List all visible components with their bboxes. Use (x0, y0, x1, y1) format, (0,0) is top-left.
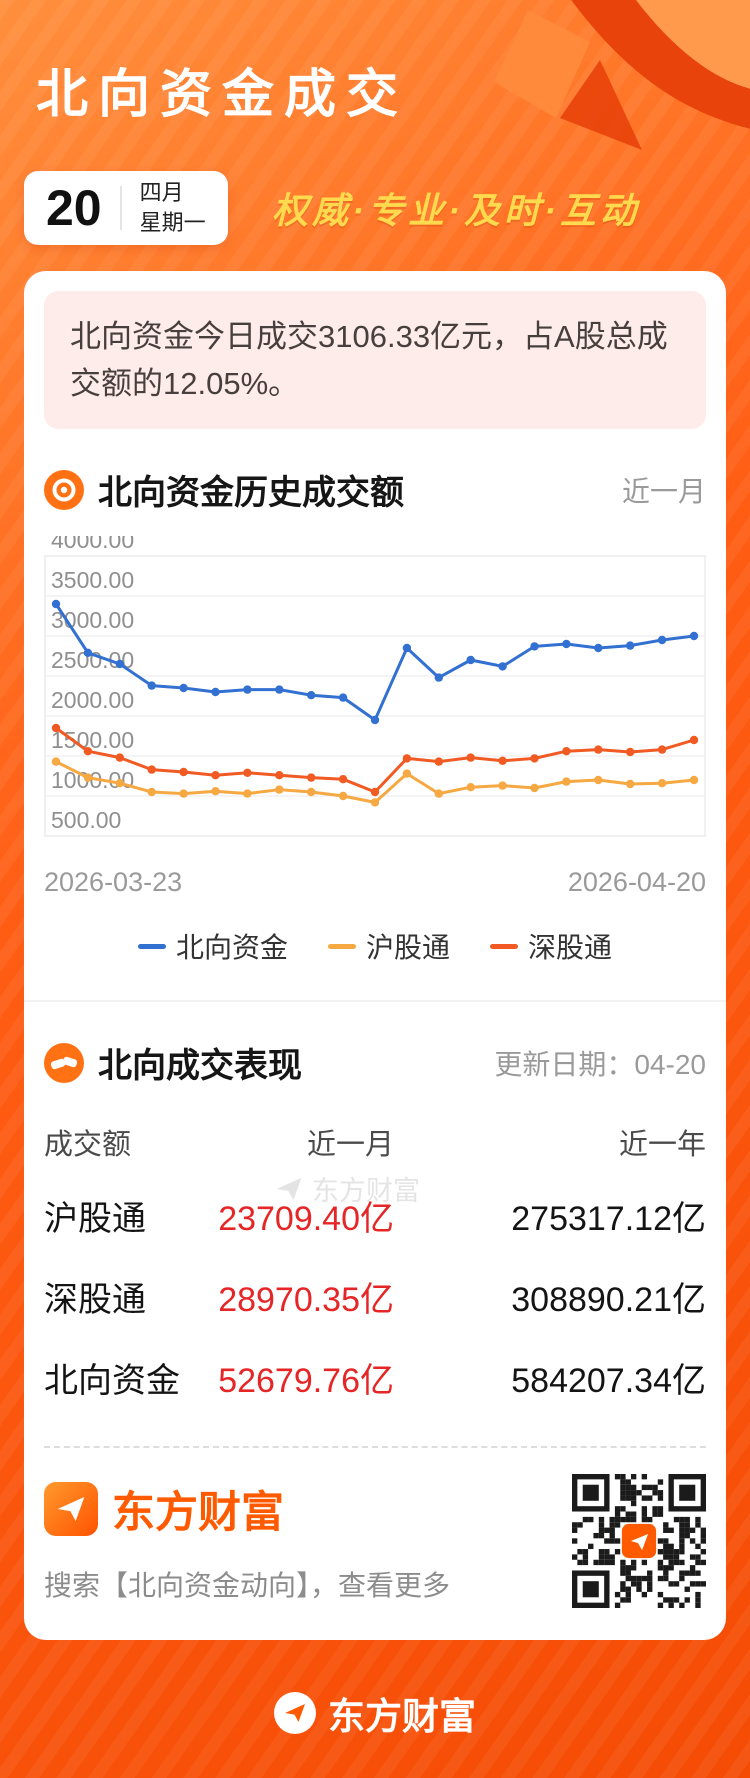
date-card: 20 四月 星期一 (24, 171, 228, 245)
bottom-brand: 东方财富 (0, 1686, 750, 1740)
search-hint: 搜索【北向资金动向】，查看更多 (44, 1570, 451, 1601)
eastmoney-logo-icon (44, 1482, 98, 1536)
legend-item: 北向资金 (137, 926, 288, 966)
row-year-value: 275317.12亿 (511, 1200, 706, 1238)
chart-section-title: 北向资金历史成交额 (98, 474, 404, 512)
row-name: 深股通 (44, 1281, 146, 1319)
legend-dash (327, 943, 356, 949)
section-divider (24, 1000, 726, 1002)
row-month-value: 52679.76亿 (218, 1362, 394, 1400)
y-tick-label: 3000.00 (51, 607, 134, 633)
y-tick-label: 3500.00 (51, 567, 134, 593)
y-tick-label: 4000.00 (51, 536, 134, 553)
legend-label: 沪股通 (365, 932, 450, 963)
x-start-label: 2026-03-23 (44, 867, 183, 897)
legend-dash (137, 943, 166, 949)
legend-label: 深股通 (528, 932, 613, 963)
x-end-label: 2026-04-20 (567, 867, 706, 897)
qr-code (572, 1474, 706, 1608)
page-title: 北向资金成交 (36, 66, 409, 124)
legend-item: 深股通 (490, 926, 612, 966)
row-month-value: 23709.40亿 (218, 1200, 394, 1238)
brand-slogan: 权威·专业·及时·互动 (272, 190, 640, 231)
x-axis-labels: 2026-03-23 2026-04-20 (44, 867, 706, 898)
card-footer: 东方财富 搜索【北向资金动向】，查看更多 (44, 1474, 706, 1608)
line-chart: 4000.00 3500.00 3000.00 2500.00 2000.00 1500.… (44, 527, 706, 859)
date-row: 20 四月 星期一 权威·专业·及时·互动 (24, 171, 726, 245)
table-header-row: 成交额 近一月 近一年 (44, 1093, 706, 1175)
notice-text: 北向资金今日成交3106.33亿元，占A股总成交额的12.05%。 (70, 319, 668, 401)
row-month-value: 28970.35亿 (218, 1281, 394, 1319)
y-tick-label: 2000.00 (51, 687, 134, 713)
eastmoney-bottom-logo-icon (274, 1692, 316, 1734)
row-year-value: 308890.21亿 (511, 1281, 706, 1319)
chart-svg: 4000.00 3500.00 3000.00 2500.00 2000.00 1500.… (44, 527, 706, 837)
row-name: 北向资金 (44, 1362, 180, 1400)
chart-legend: 北向资金 沪股通 深股通 (44, 926, 706, 966)
chart-section-header: 北向资金历史成交额 近一月 (44, 465, 706, 514)
performance-table: 成交额 近一月 近一年 沪股通 23709.40亿 275317.12亿 深股通… (44, 1093, 706, 1418)
table-row: 沪股通 23709.40亿 275317.12亿 (44, 1175, 706, 1256)
bottom-brand-text: 东方财富 (328, 1696, 476, 1737)
date-month-week: 四月 星期一 (139, 180, 206, 235)
row-year-value: 584207.34亿 (511, 1362, 706, 1400)
y-tick-label: 1500.00 (51, 727, 134, 753)
date-month: 四月 (139, 180, 184, 206)
table-section-title: 北向成交表现 (98, 1047, 302, 1085)
handshake-icon (44, 1042, 84, 1083)
col-header-year: 近一年 (618, 1129, 706, 1161)
table-section-header: 北向成交表现 更新日期：04-20 (44, 1038, 706, 1087)
chart-range-label: 近一月 (621, 475, 706, 507)
date-divider (119, 186, 122, 230)
target-icon (44, 469, 84, 510)
notice-box: 北向资金今日成交3106.33亿元，占A股总成交额的12.05%。 (44, 291, 706, 429)
decorative-swoosh (494, 0, 750, 150)
brand-line: 东方财富 (44, 1478, 450, 1540)
footer-left: 东方财富 搜索【北向资金动向】，查看更多 (44, 1478, 450, 1604)
legend-dash (490, 943, 518, 949)
y-tick-label: 500.00 (51, 807, 121, 833)
table-row: 深股通 28970.35亿 308890.21亿 (44, 1256, 706, 1337)
update-date-label: 更新日期：04-20 (494, 1048, 706, 1080)
y-tick-label: 2500.00 (51, 647, 134, 673)
brand-name: 东方财富 (112, 1489, 284, 1537)
row-name: 沪股通 (44, 1200, 146, 1238)
main-card: 东方财富 东方财富 北向资金今日成交3106.33亿元，占A股总成交额的12.0… (24, 271, 726, 1640)
col-header-name: 成交额 (44, 1129, 132, 1161)
date-day: 20 (46, 180, 102, 236)
legend-label: 北向资金 (175, 932, 288, 963)
dashed-divider (44, 1446, 706, 1448)
date-weekday: 星期一 (139, 209, 206, 235)
legend-item: 沪股通 (327, 926, 450, 966)
table-row: 北向资金 52679.76亿 584207.34亿 (44, 1337, 706, 1418)
col-header-month: 近一月 (306, 1129, 394, 1161)
